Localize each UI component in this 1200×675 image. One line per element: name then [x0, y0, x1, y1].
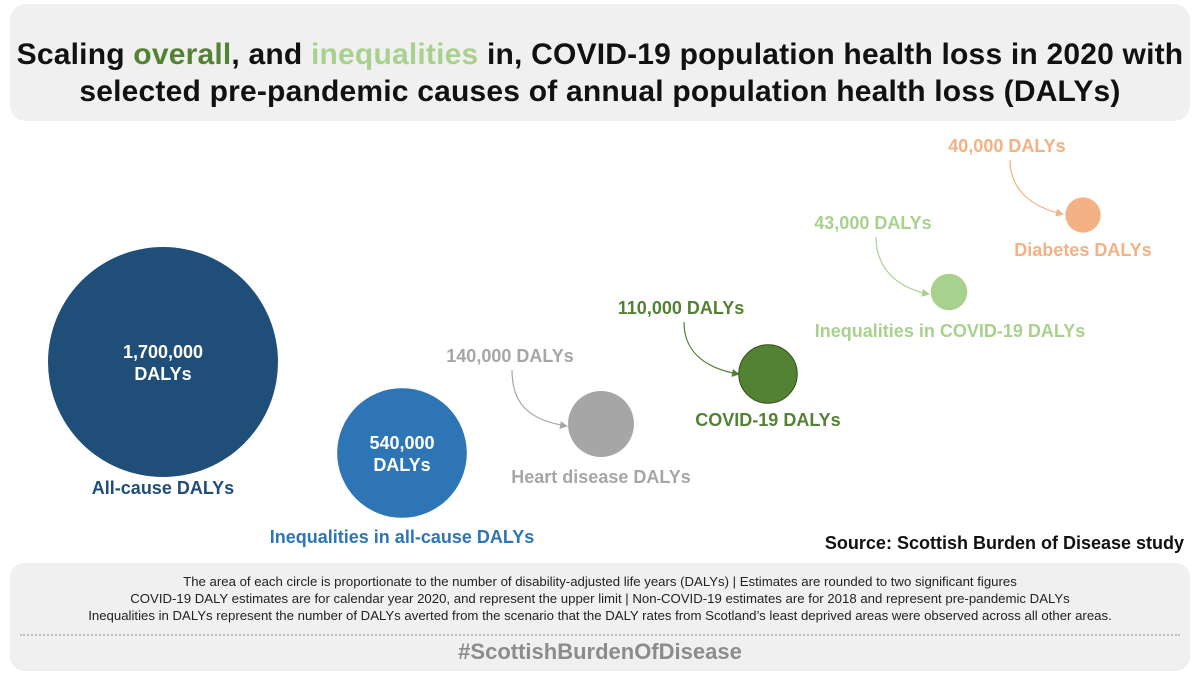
footnote-line: Inequalities in DALYs represent the numb…: [88, 608, 1112, 623]
bubble: [930, 273, 968, 311]
title-panel: Scaling overall, and inequalities in, CO…: [10, 4, 1190, 121]
bubble: [568, 391, 634, 457]
bubble-value-label: 540,000: [369, 433, 434, 453]
footer-panel: The area of each circle is proportionate…: [10, 563, 1190, 671]
bubble-category-label: Inequalities in COVID-19 DALYs: [815, 321, 1085, 341]
chart-title: Scaling overall, and inequalities in, CO…: [10, 36, 1190, 110]
bubble-value-label: 110,000 DALYs: [618, 298, 744, 318]
callout-arrow: [875, 236, 930, 297]
hashtag: #ScottishBurdenOfDisease: [458, 639, 742, 664]
bubble: [738, 344, 798, 404]
bubble-value-label: 40,000 DALYs: [948, 136, 1065, 156]
bubble-category-label: Diabetes DALYs: [1014, 240, 1151, 260]
callout-arrow: [1009, 159, 1064, 217]
callout-arrow: [511, 369, 568, 429]
footnote-line: The area of each circle is proportionate…: [183, 574, 1017, 589]
title-highlight-inequalities: inequalities: [310, 38, 479, 71]
footnotes: The area of each circle is proportionate…: [10, 573, 1190, 624]
bubble-value-label: 140,000 DALYs: [446, 346, 573, 366]
bubble-category-label: All-cause DALYs: [92, 478, 234, 498]
bubble: [1065, 197, 1101, 233]
title-part-1: Scaling: [16, 38, 134, 71]
source-note: Source: Scottish Burden of Disease study: [824, 533, 1184, 553]
bubble: [337, 388, 467, 518]
title-part-2: , and: [231, 38, 311, 71]
bubble-category-label: Heart disease DALYs: [511, 467, 690, 487]
callout-arrow: [683, 321, 740, 377]
footnote-line: COVID-19 DALY estimates are for calendar…: [130, 591, 1070, 606]
bubble-category-label: COVID-19 DALYs: [695, 410, 840, 430]
title-part-3: in, COVID-19 population health loss in 2…: [478, 38, 1184, 71]
bubble: [48, 247, 278, 477]
footer-divider: [20, 634, 1180, 636]
bubble-value-label: 43,000 DALYs: [814, 213, 931, 233]
title-line-2: selected pre-pandemic causes of annual p…: [79, 75, 1121, 108]
title-highlight-overall: overall: [133, 38, 232, 71]
bubble-value-label: DALYs: [134, 364, 191, 384]
bubble-value-label: DALYs: [373, 455, 430, 475]
bubble-value-label: 1,700,000: [123, 342, 203, 362]
bubble-category-label: Inequalities in all-cause DALYs: [270, 527, 534, 547]
